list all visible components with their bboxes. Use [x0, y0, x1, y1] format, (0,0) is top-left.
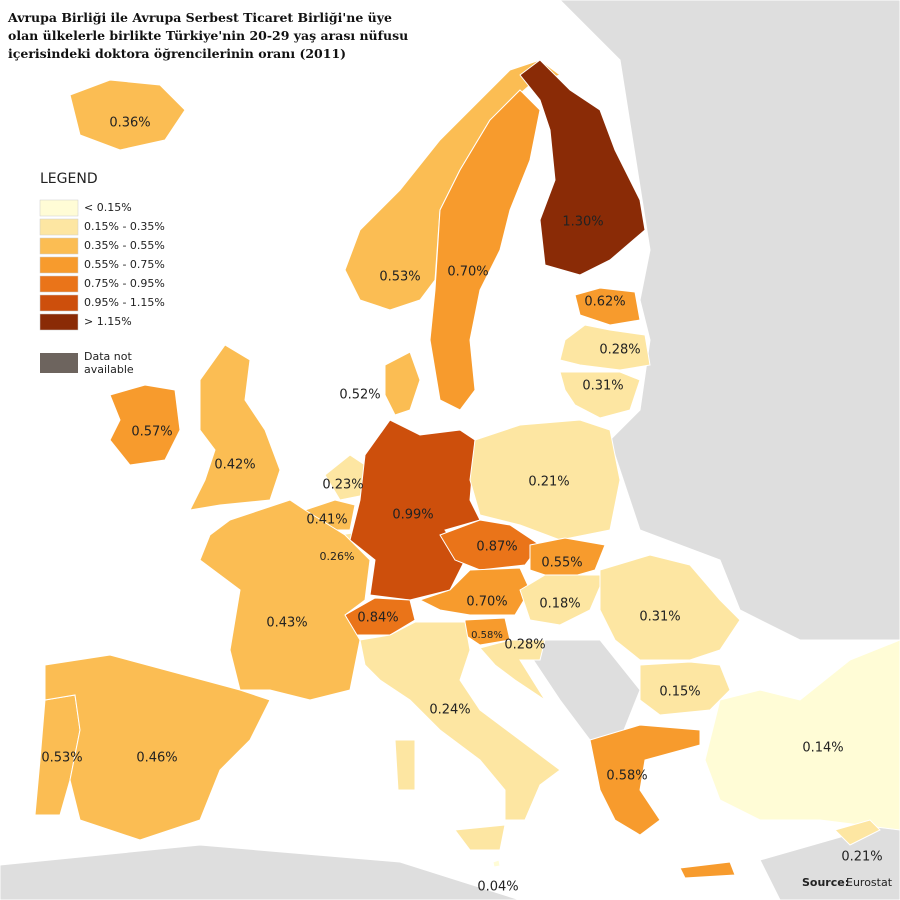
region — [574, 287, 641, 326]
region — [529, 537, 606, 581]
legend-label: 0.35% - 0.55% — [84, 239, 165, 252]
land — [0, 844, 521, 900]
region — [704, 639, 900, 831]
region-label: 0.53% — [379, 270, 420, 285]
legend-swatch — [39, 218, 79, 236]
region-label: 0.31% — [582, 379, 623, 394]
region — [69, 79, 186, 151]
legend-swatch — [39, 237, 79, 255]
region — [834, 819, 881, 846]
region-label: 0.99% — [392, 508, 433, 523]
legend-swatch — [39, 294, 79, 312]
region-label: 0.41% — [306, 513, 347, 528]
region-label: 0.24% — [429, 703, 470, 718]
source-prefix: Source: — [802, 876, 849, 889]
region-label: 0.46% — [136, 751, 177, 766]
region-label: 0.42% — [214, 458, 255, 473]
region — [394, 739, 416, 791]
region-label: 0.62% — [584, 295, 625, 310]
legend-title: LEGEND — [40, 171, 98, 187]
labels: 0.36% 0.53% 0.70% 1.30% 0.62% 0.28% 0.31% 0.52%… — [41, 116, 882, 895]
regions — [34, 59, 900, 879]
land — [559, 0, 900, 641]
region — [359, 621, 561, 821]
legend-label: available — [84, 363, 134, 376]
region — [589, 724, 701, 836]
region-label: 0.43% — [266, 616, 307, 631]
legend-label: 0.55% - 0.75% — [84, 258, 165, 271]
region — [679, 861, 736, 879]
legend-label: 0.95% - 1.15% — [84, 296, 165, 309]
legend-swatch — [39, 313, 79, 331]
region — [599, 554, 741, 661]
region — [479, 639, 546, 701]
legend-label: < 0.15% — [84, 201, 132, 214]
region-label: 1.30% — [562, 215, 603, 230]
region — [469, 419, 621, 541]
region-label: 0.31% — [639, 610, 680, 625]
region-label: 0.70% — [466, 595, 507, 610]
title-line: olan ülkelerle birlikte Türkiye'nin 20-2… — [8, 28, 408, 43]
region — [519, 59, 646, 276]
legend-swatch — [39, 256, 79, 274]
region-label: 0.26% — [320, 550, 355, 563]
region-label: 0.52% — [339, 388, 380, 403]
region-label: 0.21% — [528, 475, 569, 490]
region — [492, 859, 501, 868]
region — [429, 89, 541, 411]
region-label: 0.15% — [659, 685, 700, 700]
legend-swatch — [40, 353, 78, 373]
region — [44, 654, 271, 841]
region — [559, 371, 641, 419]
region-label: 0.84% — [357, 611, 398, 626]
legend-label: Data not — [84, 350, 132, 363]
region-label: 0.04% — [477, 880, 518, 895]
region-label: 0.18% — [539, 597, 580, 612]
region — [454, 824, 506, 851]
region — [384, 351, 421, 416]
legend-label: 0.15% - 0.35% — [84, 220, 165, 233]
legend-swatch — [39, 275, 79, 293]
region-label: 0.28% — [504, 638, 545, 653]
title-line: içerisindeki doktora öğrencilerinin oran… — [8, 46, 346, 61]
region-label: 0.87% — [476, 540, 517, 555]
region-label: 0.14% — [802, 741, 843, 756]
region — [189, 344, 281, 511]
region-label: 0.57% — [131, 425, 172, 440]
region-label: 0.70% — [447, 265, 488, 280]
legend: LEGEND < 0.15% 0.15% - 0.35% 0.35% - 0.55%… — [39, 171, 165, 376]
legend-swatch — [39, 199, 79, 217]
source-name: Eurostat — [846, 876, 893, 889]
region-label: 0.55% — [541, 556, 582, 571]
region-label: 0.21% — [841, 850, 882, 865]
region — [199, 499, 371, 701]
region-label: 0.23% — [322, 478, 363, 493]
region-label: 0.53% — [41, 751, 82, 766]
region — [519, 574, 606, 626]
region-label: 0.28% — [599, 343, 640, 358]
legend-label: 0.75% - 0.95% — [84, 277, 165, 290]
legend-label: > 1.15% — [84, 315, 132, 328]
region-label: 0.58% — [471, 630, 503, 641]
region — [109, 384, 181, 466]
region-label: 0.58% — [606, 769, 647, 784]
title-line: Avrupa Birliği ile Avrupa Serbest Ticare… — [7, 10, 392, 25]
region — [559, 324, 651, 371]
region-label: 0.36% — [109, 116, 150, 131]
